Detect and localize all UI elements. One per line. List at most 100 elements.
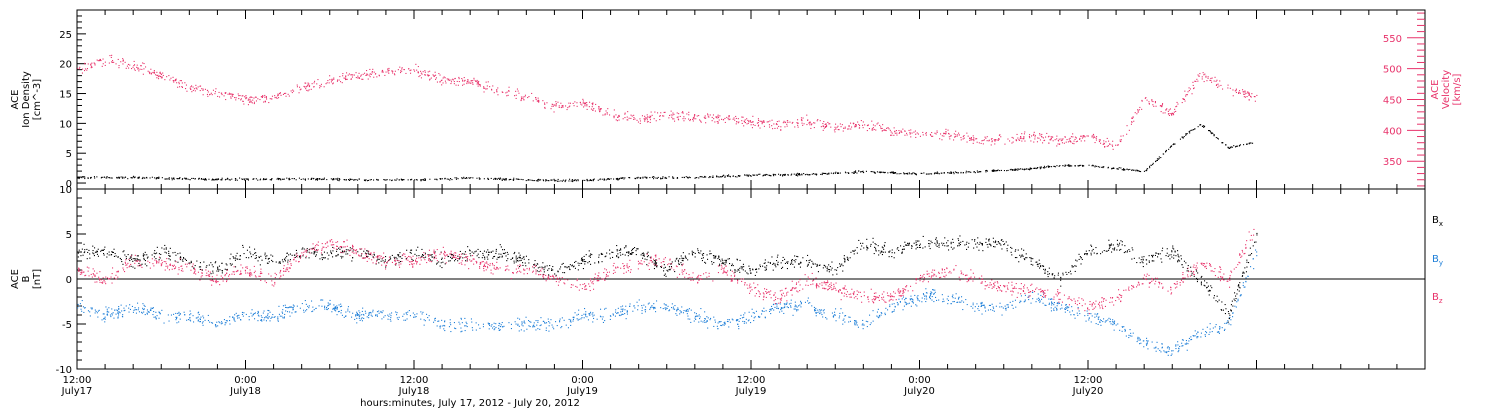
b-bx-point — [215, 261, 217, 263]
b-bx-point — [1133, 257, 1135, 259]
b-bx-point — [1174, 251, 1176, 253]
density-point — [270, 179, 272, 181]
velocity-point — [1177, 103, 1179, 105]
density-point — [738, 175, 740, 177]
velocity-point — [1132, 116, 1134, 118]
velocity-point — [111, 61, 113, 63]
b-bx-point — [1030, 260, 1032, 262]
b-by-point — [589, 312, 591, 314]
density-point — [1118, 167, 1120, 169]
b-bx-point — [756, 271, 758, 273]
b-bx-point — [1022, 255, 1024, 257]
velocity-point — [976, 138, 978, 140]
b-bx-point — [217, 267, 219, 269]
b-bx-point — [842, 265, 844, 267]
density-point — [1152, 164, 1154, 166]
velocity-point — [772, 128, 774, 130]
b-bx-point — [430, 254, 432, 256]
velocity-point — [1171, 114, 1173, 116]
b-bx-point — [525, 255, 527, 257]
velocity-point — [963, 135, 965, 137]
velocity-point — [117, 58, 119, 60]
density-point — [1197, 126, 1199, 128]
density-point — [316, 178, 318, 180]
b-bx-point — [289, 253, 291, 255]
density-point — [762, 175, 764, 177]
velocity-point — [1111, 144, 1113, 146]
b-bx-point — [495, 250, 497, 252]
velocity-point — [1084, 140, 1086, 142]
b-by-point — [340, 309, 342, 311]
velocity-point — [311, 83, 313, 85]
b-by-point — [1196, 333, 1198, 335]
velocity-point — [358, 72, 360, 74]
velocity-point — [973, 138, 975, 140]
b-by-point — [223, 319, 225, 321]
b-bx-point — [1000, 239, 1002, 241]
velocity-point — [1122, 135, 1124, 137]
velocity-point — [1049, 139, 1051, 141]
b-by-point — [189, 314, 191, 316]
b-bx-point — [790, 262, 792, 264]
b-by-point — [970, 305, 972, 307]
velocity-point — [837, 125, 839, 127]
velocity-point — [1186, 94, 1188, 96]
velocity-point — [627, 111, 629, 113]
velocity-point — [673, 113, 675, 115]
velocity-point — [717, 121, 719, 123]
b-by-point — [313, 309, 315, 311]
velocity-point — [328, 82, 330, 84]
b-bx-point — [482, 252, 484, 254]
b-by-point — [364, 310, 366, 312]
b-by-point — [449, 322, 451, 324]
bottom-left-tick-label: -10 — [56, 365, 72, 376]
velocity-point — [265, 97, 267, 99]
b-by-point — [187, 319, 189, 321]
b-by-point — [286, 307, 288, 309]
b-bx-point — [80, 255, 82, 257]
velocity-point — [478, 84, 480, 86]
velocity-point — [342, 73, 344, 75]
velocity-point — [929, 133, 931, 135]
b-bx-point — [824, 265, 826, 267]
velocity-point — [1214, 76, 1216, 78]
velocity-point — [741, 120, 743, 122]
density-point — [837, 172, 839, 174]
b-bx-point — [221, 272, 223, 274]
b-by-point — [909, 298, 911, 300]
b-bx-point — [1151, 254, 1153, 256]
b-by-point — [333, 304, 335, 306]
b-by-point — [1019, 300, 1021, 302]
b-by-point — [1235, 306, 1237, 308]
density-point — [1155, 160, 1157, 162]
b-bx-point — [319, 258, 321, 260]
b-by-point — [458, 321, 460, 323]
b-by-point — [643, 304, 645, 306]
b-bx-point — [822, 267, 824, 269]
density-point — [1152, 162, 1154, 164]
b-bx-point — [492, 257, 494, 259]
density-point — [271, 178, 273, 180]
b-by-point — [135, 309, 137, 311]
b-bx-point — [776, 256, 778, 258]
density-point — [642, 176, 644, 178]
velocity-point — [945, 128, 947, 130]
b-bx-point — [519, 254, 521, 256]
velocity-point — [108, 62, 110, 64]
velocity-point — [586, 105, 588, 107]
density-point — [394, 179, 396, 181]
density-point — [487, 177, 489, 179]
b-bx-point — [268, 257, 270, 259]
b-bx-point — [533, 267, 535, 269]
b-by-point — [155, 317, 157, 319]
b-by-point — [494, 328, 496, 330]
b-bx-point — [160, 253, 162, 255]
b-bx-point — [791, 259, 793, 261]
b-bx-point — [1085, 250, 1087, 252]
velocity-point — [1141, 108, 1143, 110]
b-bx-point — [1070, 273, 1072, 275]
density-point — [1047, 166, 1049, 168]
b-by-point — [347, 306, 349, 308]
b-bx-point — [249, 246, 251, 248]
b-by-point — [796, 309, 798, 311]
